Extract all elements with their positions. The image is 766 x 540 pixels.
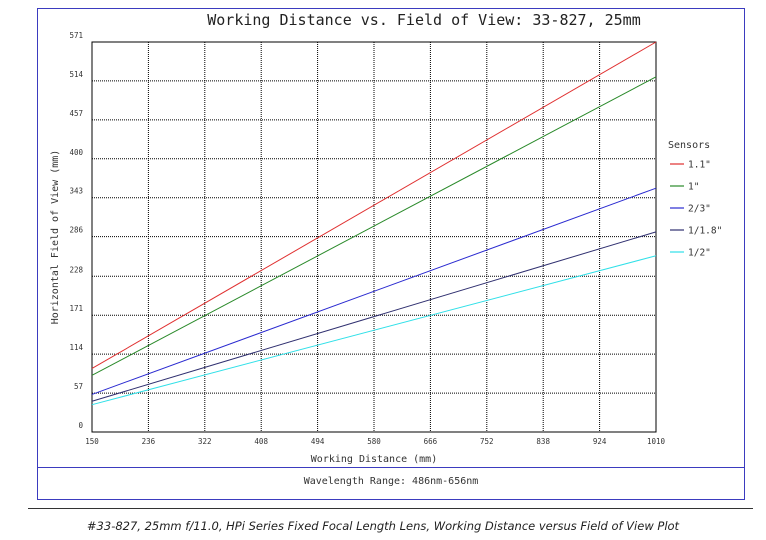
wavelength-range-text: Wavelength Range: 486nm-656nm [303, 476, 479, 487]
figure-caption: #33-827, 25mm f/11.0, HPi Series Fixed F… [86, 519, 680, 533]
legend-label: 1/2" [688, 248, 711, 259]
legend-label: 1/1.8" [688, 226, 722, 237]
legend: 1.1" 1" 2/3" 1/1.8" 1/2" [670, 160, 722, 259]
series-line [91, 255, 657, 406]
series-line [91, 41, 657, 369]
series-lines [91, 41, 657, 406]
x-axis-label: Working Distance (mm) [311, 454, 437, 465]
y-tick-label: 57 [74, 382, 83, 391]
chart-svg: Working Distance vs. Field of View: 33-8… [50, 11, 722, 465]
y-tick-label: 228 [69, 265, 83, 274]
y-tick-label: 0 [78, 421, 83, 430]
plot-area-border [91, 41, 657, 433]
y-axis-label: Horizontal Field of View (mm) [50, 150, 61, 325]
legend-label: 2/3" [688, 204, 711, 215]
x-tick-label: 322 [198, 437, 212, 446]
series-line [91, 231, 657, 402]
legend-label: 1" [688, 182, 699, 193]
x-tick-label: 924 [593, 437, 607, 446]
y-tick-label: 286 [69, 226, 83, 235]
legend-title: Sensors [668, 140, 710, 151]
y-tick-label: 457 [69, 109, 83, 118]
footer-divider [37, 467, 745, 468]
chart-frame [37, 8, 745, 500]
y-tick-label: 171 [69, 304, 83, 313]
x-tick-label: 236 [142, 437, 156, 446]
x-tick-label: 838 [536, 437, 550, 446]
x-tick-label: 1010 [647, 437, 666, 446]
chart-title: Working Distance vs. Field of View: 33-8… [207, 11, 640, 29]
grid [92, 42, 656, 432]
x-tick-label: 150 [85, 437, 99, 446]
series-line [91, 76, 657, 376]
x-tick-label: 580 [367, 437, 381, 446]
x-tick-label: 666 [424, 437, 438, 446]
caption-separator [28, 508, 753, 509]
y-tick-label: 114 [69, 343, 83, 352]
x-tick-label: 494 [311, 437, 325, 446]
y-tick-label: 514 [69, 70, 83, 79]
x-tick-label: 752 [480, 437, 494, 446]
y-tick-label: 571 [69, 31, 83, 40]
legend-label: 1.1" [688, 160, 711, 171]
tick-labels: 150 236 322 408 494 580 666 752 838 924 1010 0 57 114… [69, 31, 665, 446]
y-tick-label: 343 [69, 187, 83, 196]
series-line [91, 187, 657, 395]
y-tick-label: 400 [69, 148, 83, 157]
x-tick-label: 408 [254, 437, 268, 446]
